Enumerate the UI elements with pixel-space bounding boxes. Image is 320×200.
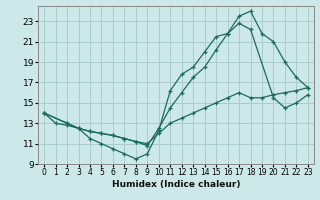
X-axis label: Humidex (Indice chaleur): Humidex (Indice chaleur) — [112, 180, 240, 189]
